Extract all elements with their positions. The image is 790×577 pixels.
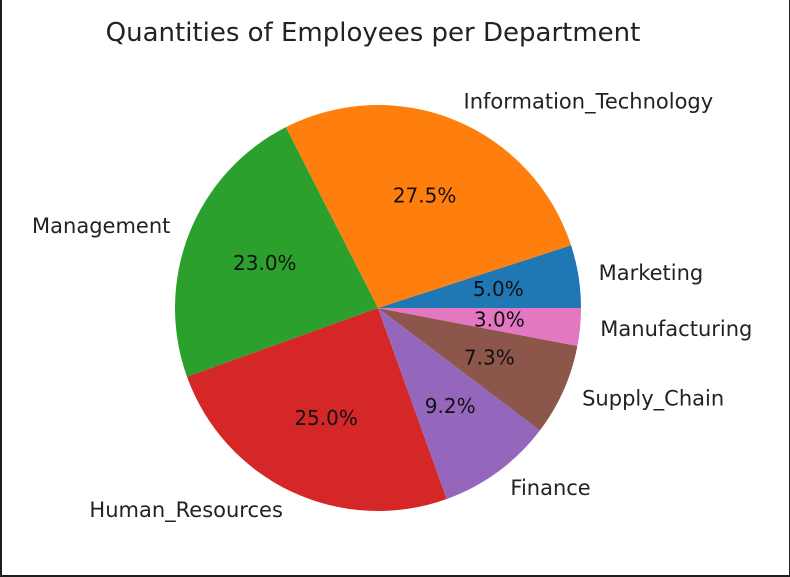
slice-human-resources (187, 308, 447, 511)
pie-slices (175, 105, 581, 511)
label-management: Management (32, 214, 170, 238)
chart-title: Quantities of Employees per Department (106, 18, 641, 48)
slice-supply-chain (378, 308, 578, 431)
label-human-resources: Human_Resources (89, 498, 282, 523)
pct-supply-chain: 7.3% (464, 345, 515, 369)
label-finance: Finance (510, 476, 590, 500)
slice-marketing (378, 245, 581, 308)
pct-information-technology: 27.5% (393, 184, 457, 208)
pct-human-resources: 25.0% (294, 406, 358, 430)
label-information-technology: Information_Technology (464, 90, 714, 115)
pct-marketing: 5.0% (473, 277, 524, 301)
pct-management: 23.0% (233, 251, 297, 275)
pct-finance: 9.2% (425, 394, 476, 418)
percent-labels: 5.0% 27.5% 23.0% 25.0% 9.2% 7.3% 3.0% (233, 184, 525, 431)
slice-management (175, 127, 378, 377)
label-manufacturing: Manufacturing (600, 317, 752, 341)
pct-manufacturing: 3.0% (474, 308, 525, 332)
slice-labels: Marketing Information_Technology Managemen… (32, 90, 752, 523)
slice-manufacturing (378, 308, 581, 347)
slice-finance (378, 308, 540, 499)
label-supply-chain: Supply_Chain (582, 387, 724, 412)
label-marketing: Marketing (599, 261, 704, 285)
slice-information-technology (285, 105, 572, 308)
